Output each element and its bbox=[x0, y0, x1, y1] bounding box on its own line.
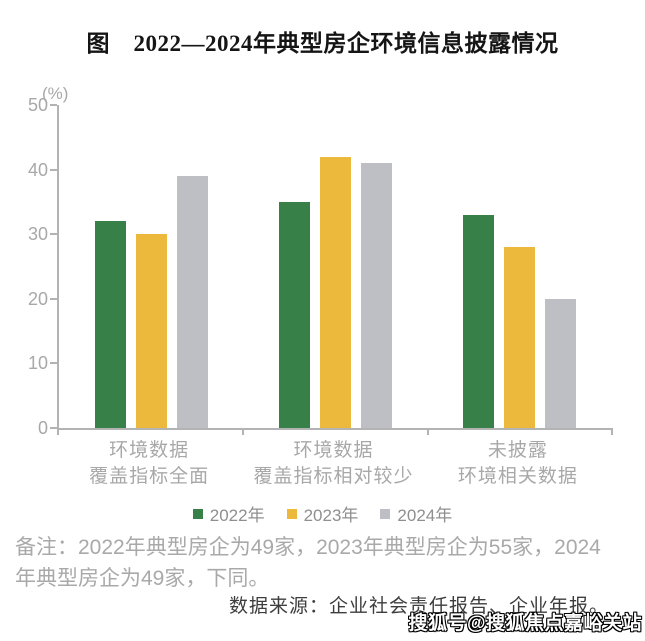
legend-swatch-2024年 bbox=[380, 508, 391, 519]
y-axis-tick-label: 30 bbox=[27, 224, 48, 245]
bar-2022年-group-3 bbox=[463, 214, 495, 428]
x-axis-tick bbox=[242, 428, 245, 435]
bar-2024年-group-2 bbox=[360, 163, 392, 428]
data-source-text: 数据来源：企业社会责任报告、企业年报。 bbox=[228, 596, 609, 617]
legend-item-2023年: 2023年 bbox=[286, 501, 359, 526]
bar-group-3 bbox=[428, 214, 612, 428]
bar-2023年-group-1 bbox=[135, 234, 167, 428]
legend-label-2023年: 2023年 bbox=[303, 506, 359, 525]
legend-label-2022年: 2022年 bbox=[209, 506, 265, 525]
bar-group-1 bbox=[59, 176, 243, 428]
bar-2022年-group-2 bbox=[278, 201, 310, 428]
y-axis-tick bbox=[50, 104, 57, 106]
legend-item-2024年: 2024年 bbox=[380, 501, 452, 526]
legend-label-2024年: 2024年 bbox=[397, 506, 453, 525]
x-axis-category-label-3: 未披露 环境相关数据 bbox=[457, 440, 578, 487]
y-axis-tick-label: 40 bbox=[27, 159, 48, 180]
legend-swatch-2023年 bbox=[286, 508, 297, 519]
legend: 2022年 2023年 2024年 bbox=[0, 501, 645, 526]
x-axis-category-label-1: 环境数据 覆盖指标全面 bbox=[89, 440, 210, 487]
legend-swatch-2022年 bbox=[192, 508, 203, 519]
bar-2023年-group-2 bbox=[319, 156, 351, 428]
chart-title: 图 2022—2024年典型房企环境信息披露情况 bbox=[86, 31, 559, 56]
bar-2023年-group-3 bbox=[504, 247, 536, 428]
y-axis-unit-label: (%) bbox=[42, 84, 69, 103]
y-axis-tick-label: 20 bbox=[27, 288, 48, 309]
x-axis-tick bbox=[426, 428, 429, 435]
y-axis-tick bbox=[50, 168, 57, 171]
bar-2024年-group-3 bbox=[545, 298, 577, 428]
x-axis-category-label-2: 环境数据 覆盖指标相对较少 bbox=[253, 440, 414, 487]
note-line-1: 备注：2022年典型房企为49家，2023年典型房企为55家，2024 bbox=[15, 536, 601, 559]
watermark-text: 搜狐号@搜狐焦点嘉峪关站 bbox=[408, 613, 642, 634]
plot-area bbox=[57, 105, 613, 435]
y-axis-tick bbox=[50, 362, 57, 365]
y-axis-tick-label: 10 bbox=[27, 353, 48, 374]
x-axis-tick bbox=[57, 428, 59, 435]
y-axis-tick-label: 0 bbox=[37, 418, 48, 438]
y-axis-tick bbox=[50, 297, 57, 300]
y-axis-tick-label: 50 bbox=[27, 95, 48, 115]
note-line-2: 年典型房企为49家，下同。 bbox=[15, 567, 270, 590]
x-axis-tick bbox=[611, 428, 613, 435]
bar-2022年-group-1 bbox=[94, 221, 126, 428]
legend-item-2022年: 2022年 bbox=[192, 501, 265, 526]
y-axis-tick bbox=[50, 233, 57, 236]
note-text: 备注：2022年典型房企为49家，2023年典型房企为55家，2024 年典型房… bbox=[15, 532, 637, 594]
y-axis-tick bbox=[50, 427, 57, 429]
bar-group-2 bbox=[243, 156, 427, 428]
bar-2024年-group-1 bbox=[176, 176, 208, 428]
